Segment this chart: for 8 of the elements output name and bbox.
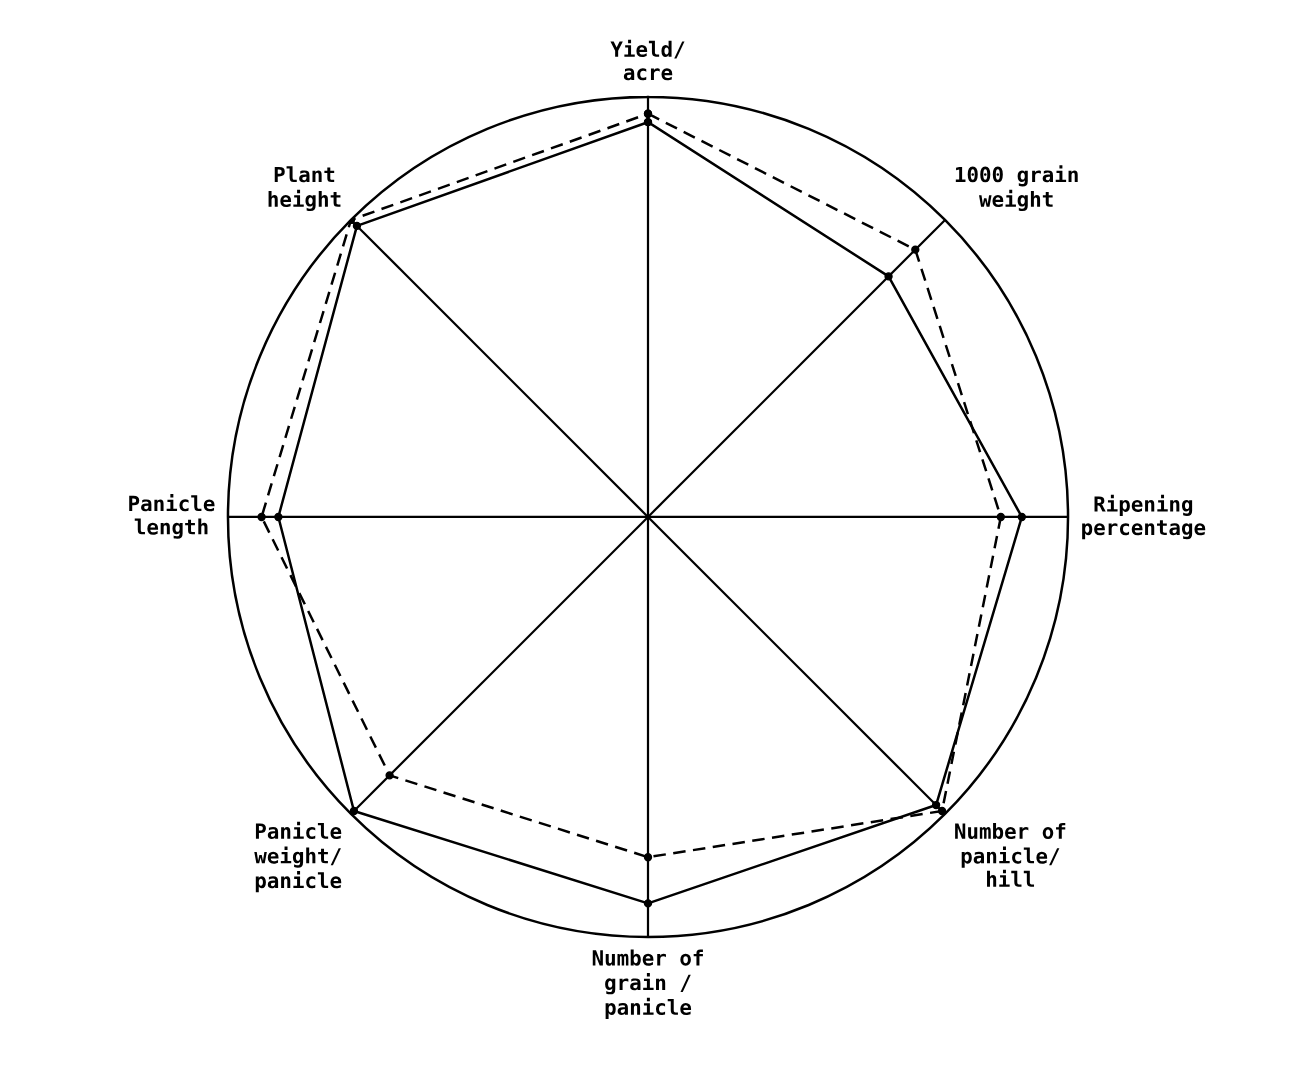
spoke-label: Ripening percentage	[1082, 494, 1206, 540]
spoke-label: Yield/ acre	[610, 39, 685, 81]
spoke-label: Panicle weight/ panicle	[254, 821, 342, 893]
spoke-label: Number of grain / panicle	[592, 949, 703, 1020]
spoke-label: 1000 grain weight	[955, 165, 1078, 212]
spoke-label: Plant height	[268, 166, 341, 212]
spoke-label: Number of panicle/ hill	[955, 822, 1066, 887]
spoke-label: Panicle length	[129, 494, 215, 539]
